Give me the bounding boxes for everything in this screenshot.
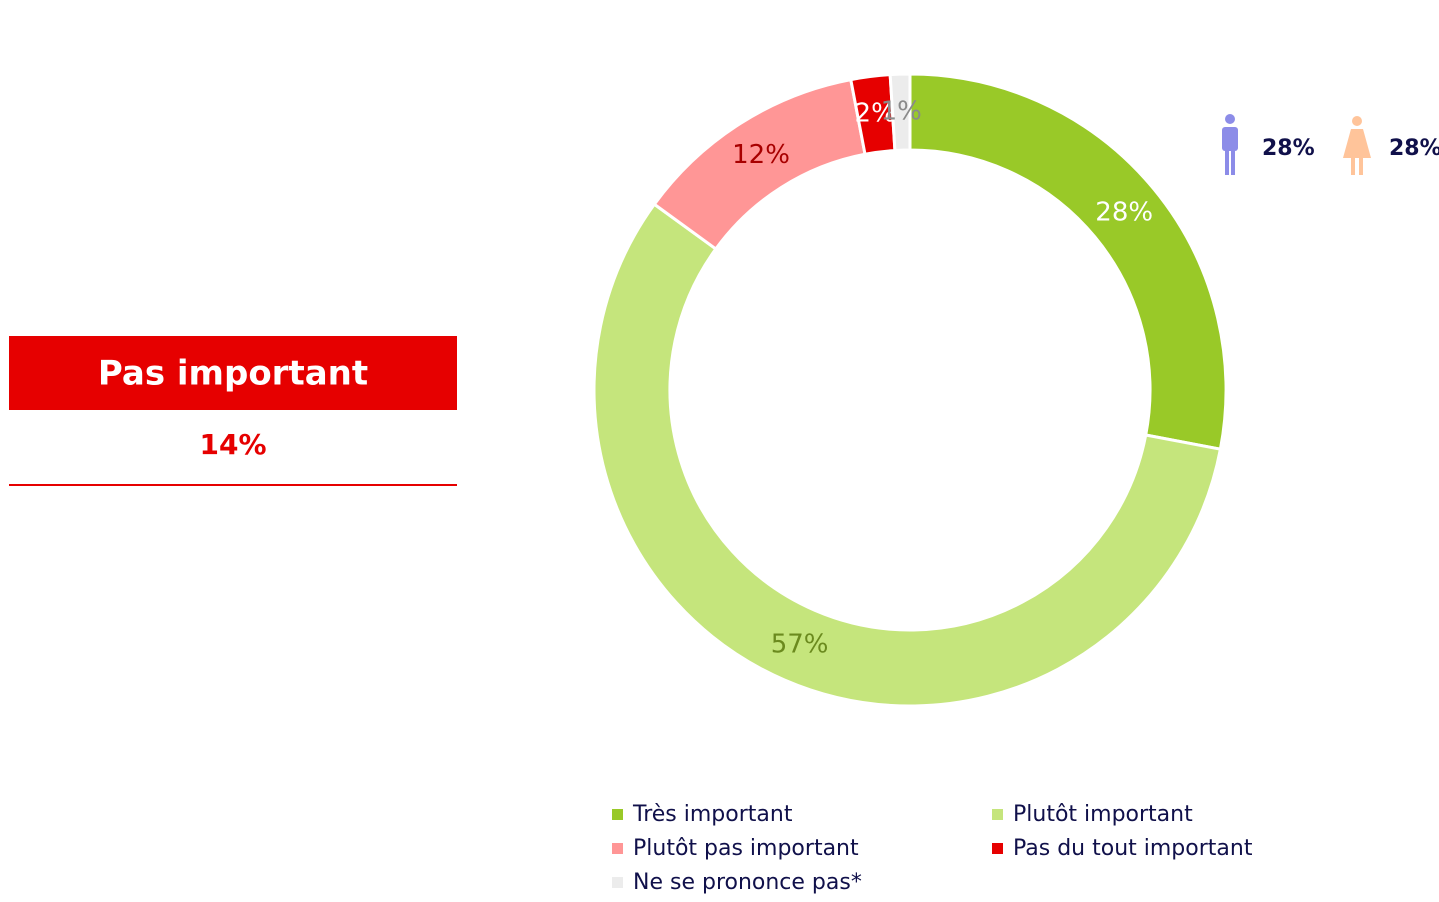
legend-label: Plutôt important: [1013, 802, 1193, 827]
male-value: 28%: [1262, 136, 1315, 161]
legend-label: Plutôt pas important: [633, 836, 859, 861]
slice-label: 12%: [732, 140, 790, 170]
summary-label: Pas important: [98, 354, 368, 394]
slice-label: 2%: [855, 99, 896, 129]
female-icon: [1343, 116, 1371, 175]
slice-label: 1%: [881, 97, 922, 127]
summary-value: 14%: [199, 428, 266, 461]
legend-label: Pas du tout important: [1013, 836, 1253, 861]
legend-label: Très important: [632, 802, 793, 827]
donut-slice: [908, 72, 1228, 451]
donut-slice: [888, 72, 912, 153]
slice-label: 28%: [1095, 197, 1153, 227]
female-value: 28%: [1389, 136, 1439, 161]
legend-marker: [612, 843, 623, 854]
legend-marker: [992, 843, 1003, 854]
legend-label: Ne se prononce pas*: [633, 870, 862, 895]
male-icon: [1222, 114, 1238, 175]
legend-marker: [992, 809, 1003, 820]
legend-marker: [612, 877, 623, 888]
summary-box: [9, 336, 457, 410]
slice-label: 57%: [771, 630, 829, 660]
donut-slice: [592, 202, 1223, 708]
legend-marker: [612, 809, 623, 820]
